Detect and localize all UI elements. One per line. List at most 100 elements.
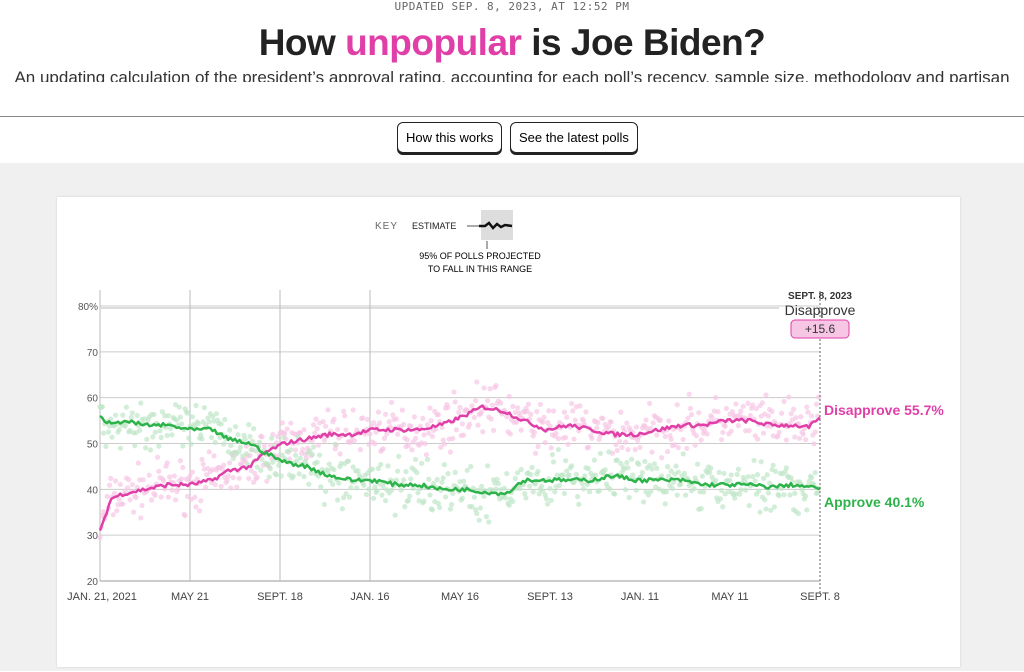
poll-dot <box>213 411 219 417</box>
poll-dot <box>666 418 672 424</box>
poll-dot <box>709 474 715 480</box>
poll-dot <box>144 436 150 442</box>
poll-dot <box>447 449 453 455</box>
poll-dot <box>811 441 817 447</box>
poll-dot <box>528 411 534 417</box>
poll-dot <box>395 468 401 474</box>
poll-dot <box>579 481 586 487</box>
poll-dot <box>169 487 175 493</box>
poll-dot <box>227 427 233 433</box>
poll-dot <box>551 459 557 465</box>
poll-dot <box>114 508 120 514</box>
poll-dot <box>132 443 138 449</box>
poll-dot <box>421 498 427 504</box>
poll-dot <box>199 456 205 462</box>
poll-dot <box>719 437 725 443</box>
poll-dot <box>543 496 549 502</box>
poll-dot <box>300 446 306 453</box>
poll-dot <box>265 461 271 467</box>
poll-dot <box>607 486 613 492</box>
poll-dot <box>193 504 199 510</box>
poll-dot <box>757 509 763 515</box>
poll-dot <box>464 467 470 473</box>
poll-dot <box>573 471 580 477</box>
poll-dot <box>297 430 303 436</box>
poll-dot <box>270 431 276 437</box>
poll-dot <box>475 422 481 428</box>
poll-dot <box>428 418 434 424</box>
how-this-works-button[interactable]: How this works <box>397 122 503 153</box>
poll-dot <box>479 483 485 490</box>
poll-dot <box>654 432 660 438</box>
poll-dot <box>343 491 349 497</box>
poll-dot <box>426 430 432 436</box>
poll-dot <box>386 419 392 425</box>
poll-dot <box>165 494 171 500</box>
poll-dot <box>569 463 575 469</box>
y-tick-label: 60 <box>87 394 99 405</box>
poll-dot <box>479 409 485 415</box>
poll-dot <box>589 435 595 441</box>
poll-dot <box>457 404 463 411</box>
poll-dot <box>595 419 601 426</box>
poll-dot <box>563 458 569 464</box>
y-tick-label: 80% <box>78 302 98 313</box>
poll-dot <box>113 412 119 418</box>
poll-dot <box>745 474 751 480</box>
disapprove-final-label: Disapprove 55.7% <box>824 402 944 418</box>
poll-dot <box>629 456 635 462</box>
poll-dot <box>152 492 158 498</box>
poll-dot <box>254 474 260 480</box>
poll-dot <box>357 447 363 453</box>
poll-dot <box>317 452 323 458</box>
poll-dot <box>167 474 173 480</box>
poll-dot <box>681 470 688 476</box>
poll-dot <box>350 407 356 413</box>
poll-dot <box>389 399 395 405</box>
poll-dot <box>179 421 185 427</box>
poll-dot <box>600 415 606 422</box>
poll-dot <box>164 432 170 439</box>
poll-dot <box>452 469 458 475</box>
poll-dot <box>435 500 441 507</box>
latest-polls-button[interactable]: See the latest polls <box>510 122 638 153</box>
poll-dot <box>585 444 592 450</box>
poll-dot <box>498 400 504 406</box>
poll-dot <box>663 489 670 495</box>
poll-dot <box>485 398 491 404</box>
poll-dot <box>659 473 665 479</box>
poll-dot <box>422 441 428 447</box>
poll-dot <box>776 429 782 435</box>
poll-dot <box>247 433 253 440</box>
poll-dot <box>341 408 347 414</box>
x-tick-label: MAY 11 <box>711 591 748 603</box>
poll-dot <box>411 414 417 420</box>
poll-dot <box>689 412 695 418</box>
poll-dot <box>384 431 390 437</box>
poll-dot <box>804 507 810 513</box>
title-highlight: unpopular <box>345 22 522 63</box>
poll-dot <box>367 431 373 437</box>
poll-dot <box>812 429 818 435</box>
poll-dot <box>345 458 351 464</box>
poll-dot <box>195 420 201 427</box>
poll-dot <box>461 432 467 438</box>
poll-dot <box>717 496 724 502</box>
poll-dot <box>727 478 733 484</box>
poll-dot <box>569 400 575 407</box>
poll-dot <box>138 400 144 406</box>
poll-dot <box>234 484 240 490</box>
poll-dot <box>293 447 299 453</box>
poll-dot <box>728 472 734 478</box>
poll-dot <box>413 435 419 441</box>
poll-dot <box>261 443 267 449</box>
poll-dot <box>686 391 692 397</box>
poll-dot <box>815 490 821 496</box>
poll-dot <box>792 490 798 496</box>
poll-dot <box>186 477 192 483</box>
poll-dot <box>419 460 425 466</box>
poll-dot <box>230 455 236 461</box>
poll-dot <box>453 427 459 433</box>
poll-dot <box>493 383 499 389</box>
poll-dot <box>761 475 767 482</box>
